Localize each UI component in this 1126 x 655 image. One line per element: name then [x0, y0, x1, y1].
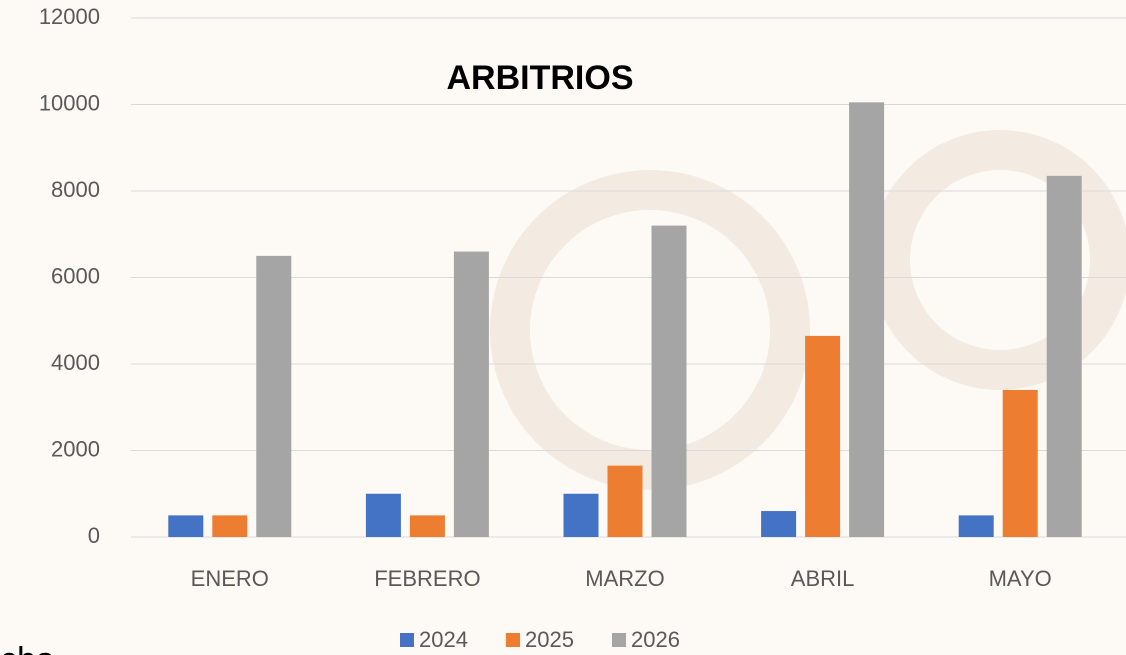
chart-title: ARBITRIOS: [447, 59, 634, 97]
y-tick-label: 10000: [39, 90, 100, 115]
y-tick-label: 4000: [51, 350, 100, 375]
bar: [958, 515, 994, 537]
x-tick-label: FEBRERO: [374, 566, 480, 591]
bar: [761, 511, 797, 537]
bar: [1002, 389, 1038, 537]
bar: [453, 251, 489, 538]
bar: [563, 493, 599, 537]
text-fragment: cha: [0, 641, 55, 655]
y-tick-label: 0: [88, 523, 100, 548]
y-tick-label: 12000: [39, 4, 100, 29]
x-tick-label: ENERO: [191, 566, 269, 591]
bar: [212, 515, 248, 537]
bar: [168, 515, 204, 537]
bar: [409, 515, 445, 537]
legend-label: 2026: [631, 627, 680, 652]
legend-swatch: [400, 633, 414, 647]
x-tick-label: ABRIL: [791, 566, 855, 591]
x-tick-label: MAYO: [989, 566, 1052, 591]
y-tick-label: 6000: [51, 263, 100, 288]
bar: [849, 102, 885, 538]
watermark: [870, 130, 1126, 390]
bar: [256, 255, 292, 537]
legend-swatch: [612, 633, 626, 647]
bar: [607, 465, 643, 537]
x-tick-label: MARZO: [585, 566, 664, 591]
y-tick-label: 8000: [51, 177, 100, 202]
watermark: [490, 170, 810, 490]
bar: [805, 335, 841, 537]
bar: [651, 225, 687, 537]
legend-label: 2025: [525, 627, 574, 652]
y-tick-label: 2000: [51, 436, 100, 461]
bar: [1046, 175, 1082, 538]
legend-label: 2024: [419, 627, 468, 652]
bar: [365, 493, 401, 537]
legend-swatch: [506, 633, 520, 647]
